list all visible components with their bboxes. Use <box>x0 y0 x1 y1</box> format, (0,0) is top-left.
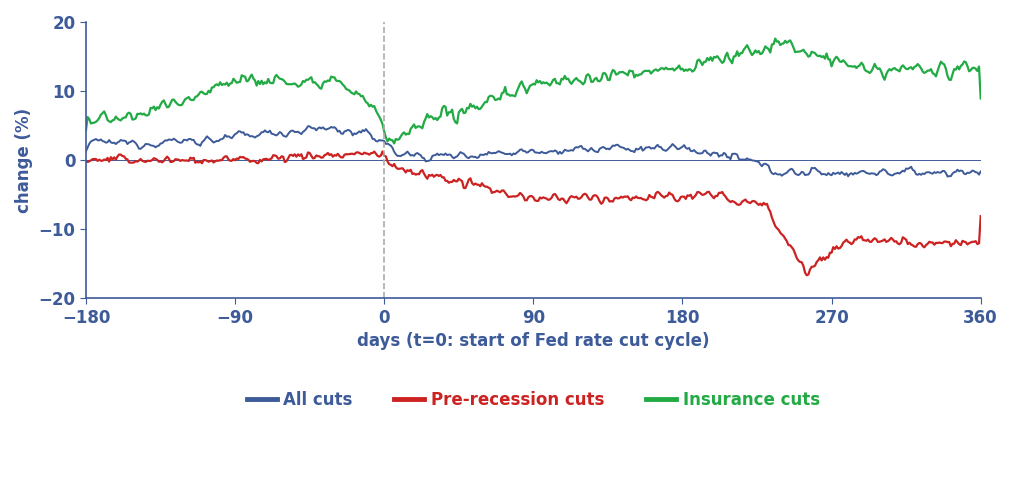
X-axis label: days (t=0: start of Fed rate cut cycle): days (t=0: start of Fed rate cut cycle) <box>357 332 709 350</box>
Y-axis label: change (%): change (%) <box>15 108 33 213</box>
Legend: All cuts, Pre-recession cuts, Insurance cuts: All cuts, Pre-recession cuts, Insurance … <box>240 384 827 415</box>
